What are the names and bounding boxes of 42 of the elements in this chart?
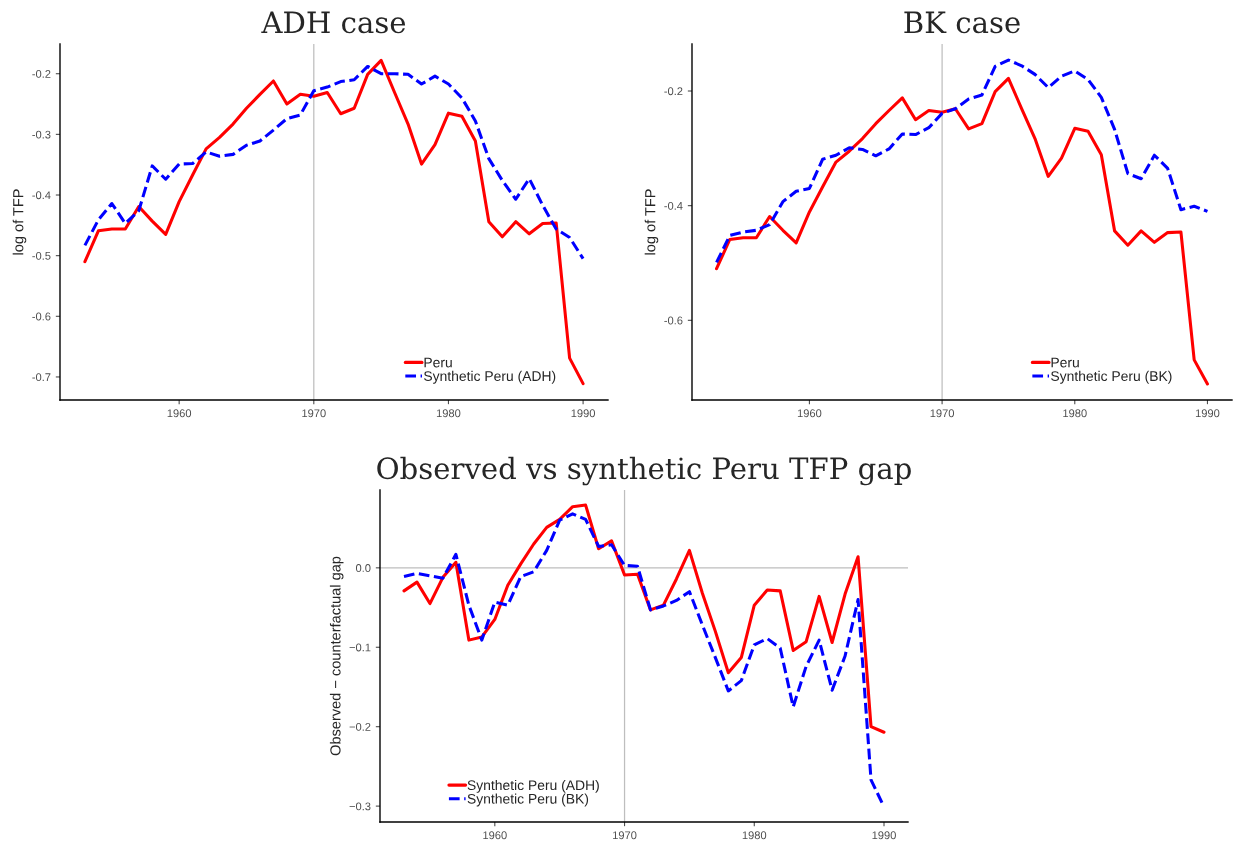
legend-label: Synthetic Peru (ADH) bbox=[467, 779, 599, 793]
line-series bbox=[715, 58, 1209, 264]
x-tick-label: 1960 bbox=[167, 409, 192, 418]
y-axis-title: log of TFP bbox=[12, 189, 27, 255]
y-tick-label: -0.6 bbox=[32, 312, 51, 321]
y-tick-label: -0.4 bbox=[664, 201, 683, 210]
y-tick-label: −0.2 bbox=[349, 722, 371, 731]
x-tick-label: 1990 bbox=[571, 409, 596, 418]
x-tick-label: 1980 bbox=[742, 831, 767, 840]
chart-title: Observed vs synthetic Peru TFP gap bbox=[377, 456, 911, 486]
line-series bbox=[83, 64, 585, 261]
x-tick-label: 1980 bbox=[436, 409, 461, 418]
y-tick-label: -0.2 bbox=[664, 87, 683, 96]
y-tick-label: -0.7 bbox=[32, 373, 51, 382]
y-tick-label: -0.6 bbox=[664, 316, 683, 325]
legend-label: Peru bbox=[1051, 357, 1079, 368]
x-tick-label: 1960 bbox=[797, 409, 822, 418]
x-tick-label: 1970 bbox=[613, 831, 637, 840]
x-tick-label: 1960 bbox=[483, 831, 507, 840]
y-tick-label: -0.3 bbox=[32, 130, 51, 139]
chart-title: ADH case bbox=[261, 11, 406, 34]
y-tick-label: -0.5 bbox=[32, 251, 51, 260]
line-series bbox=[83, 58, 585, 386]
y-tick-label: −0.3 bbox=[349, 802, 371, 811]
chart-title: BK case bbox=[904, 11, 1020, 34]
y-axis-title: Observed − counterfactual gap bbox=[329, 556, 344, 756]
y-tick-label: -0.2 bbox=[32, 69, 51, 78]
y-tick-label: -0.4 bbox=[32, 191, 51, 200]
y-tick-label: −0.1 bbox=[349, 643, 371, 652]
x-tick-label: 1980 bbox=[1063, 409, 1087, 418]
x-tick-label: 1970 bbox=[930, 409, 955, 418]
y-axis-title: log of TFP bbox=[644, 189, 659, 255]
x-tick-label: 1970 bbox=[302, 409, 326, 418]
x-tick-label: 1990 bbox=[1195, 409, 1220, 418]
legend-label: Peru bbox=[424, 357, 452, 368]
legend-label: Synthetic Peru (BK) bbox=[1051, 370, 1172, 384]
line-series bbox=[402, 503, 886, 734]
line-series bbox=[715, 76, 1209, 386]
x-tick-label: 1990 bbox=[872, 831, 896, 840]
y-tick-label: 0.0 bbox=[355, 564, 371, 572]
legend-label: Synthetic Peru (BK) bbox=[467, 793, 589, 807]
legend-label: Synthetic Peru (ADH) bbox=[424, 370, 556, 384]
